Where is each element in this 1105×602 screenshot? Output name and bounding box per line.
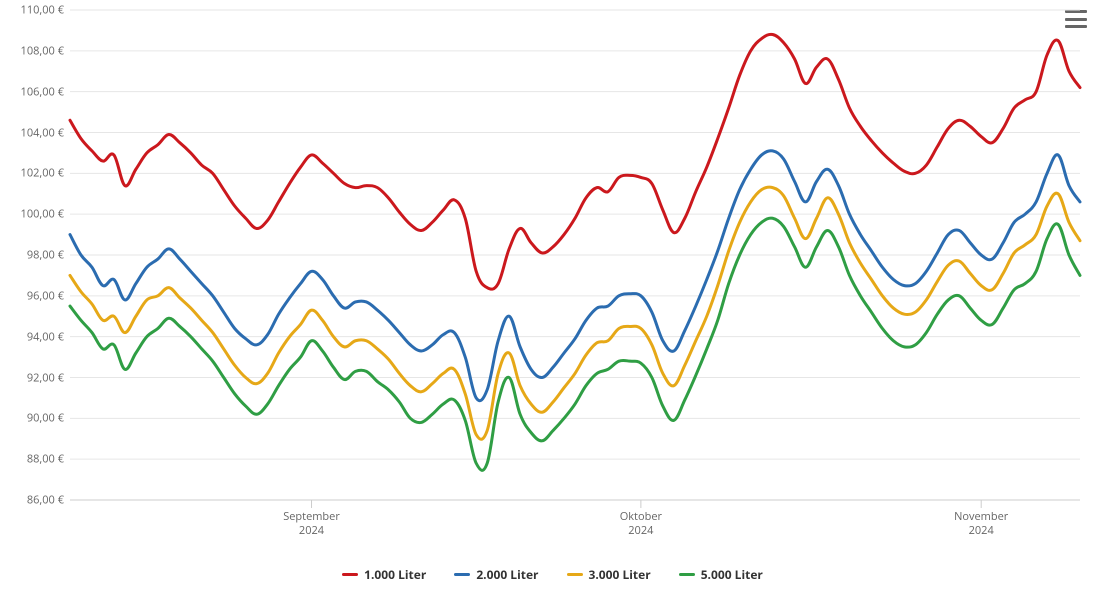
legend-swatch-icon xyxy=(679,573,695,576)
legend-item-s1000[interactable]: 1.000 Liter xyxy=(342,566,426,583)
legend-label: 5.000 Liter xyxy=(701,566,763,583)
plot-area xyxy=(0,0,1105,602)
legend-label: 2.000 Liter xyxy=(476,566,538,583)
legend-swatch-icon xyxy=(567,573,583,576)
price-chart: 86,00 €88,00 €90,00 €92,00 €94,00 €96,00… xyxy=(0,0,1105,602)
legend-swatch-icon xyxy=(342,573,358,576)
legend-label: 3.000 Liter xyxy=(589,566,651,583)
legend-swatch-icon xyxy=(454,573,470,576)
legend-label: 1.000 Liter xyxy=(364,566,426,583)
legend-item-s2000[interactable]: 2.000 Liter xyxy=(454,566,538,583)
legend-item-s3000[interactable]: 3.000 Liter xyxy=(567,566,651,583)
legend-item-s5000[interactable]: 5.000 Liter xyxy=(679,566,763,583)
series-line-s1000 xyxy=(70,34,1080,289)
legend: 1.000 Liter 2.000 Liter 3.000 Liter 5.000 L… xyxy=(0,566,1105,583)
